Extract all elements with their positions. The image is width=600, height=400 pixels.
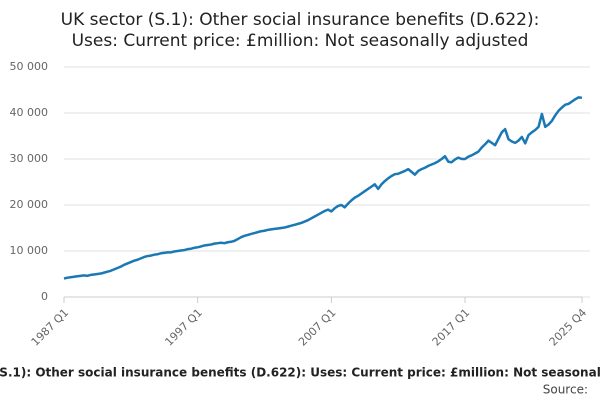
series-caption: UK sector (S.1): Other social insurance … [0,366,600,380]
y-tick-label: 0 [41,290,48,303]
series-line [63,96,583,280]
y-tick-label: 30 000 [10,152,49,165]
x-tick-label: 1987 Q1 [29,306,72,349]
x-tick-label: 2007 Q1 [296,306,339,349]
y-tick-label: 40 000 [10,106,49,119]
y-tick-label: 20 000 [10,198,49,211]
y-tick-label: 50 000 [10,60,49,73]
x-tick-label: 1997 Q1 [162,306,205,349]
chart-title: UK sector (S.1): Other social insurance … [61,10,540,30]
chart-title: Uses: Current price: £million: Not seaso… [72,31,529,51]
source: Source: [543,383,588,397]
y-tick-label: 10 000 [10,244,49,257]
x-tick-label: 2025 Q4 [547,306,590,349]
x-tick-label: 2017 Q1 [430,306,473,349]
